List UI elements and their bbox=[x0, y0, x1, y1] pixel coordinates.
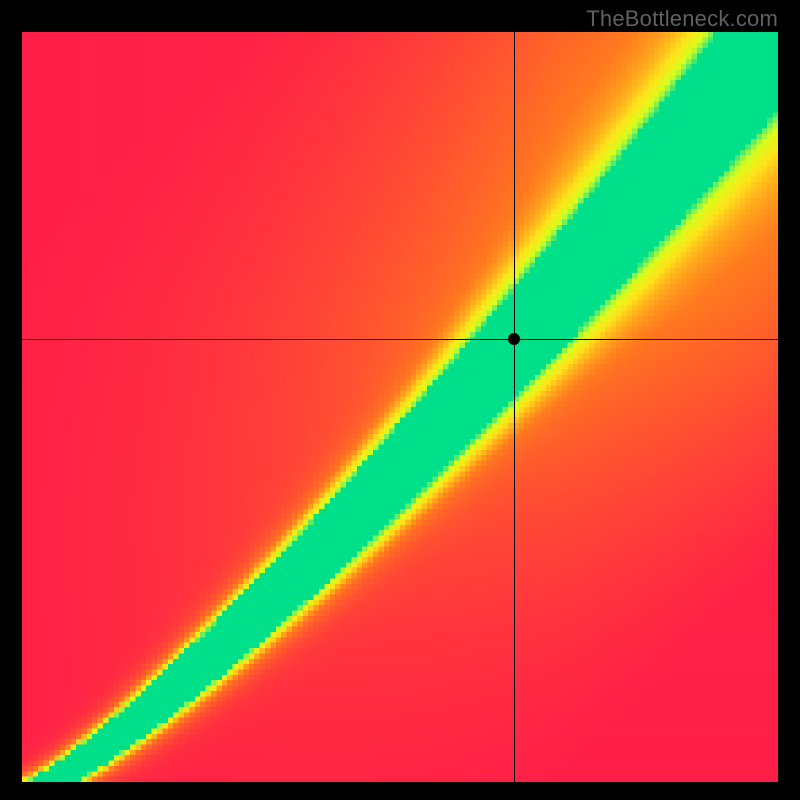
heatmap-canvas bbox=[22, 32, 778, 782]
crosshair-horizontal bbox=[22, 339, 778, 340]
crosshair-vertical bbox=[514, 32, 515, 782]
heatmap-plot-area bbox=[22, 32, 778, 782]
watermark-text: TheBottleneck.com bbox=[586, 6, 778, 32]
crosshair-marker-dot bbox=[508, 333, 520, 345]
